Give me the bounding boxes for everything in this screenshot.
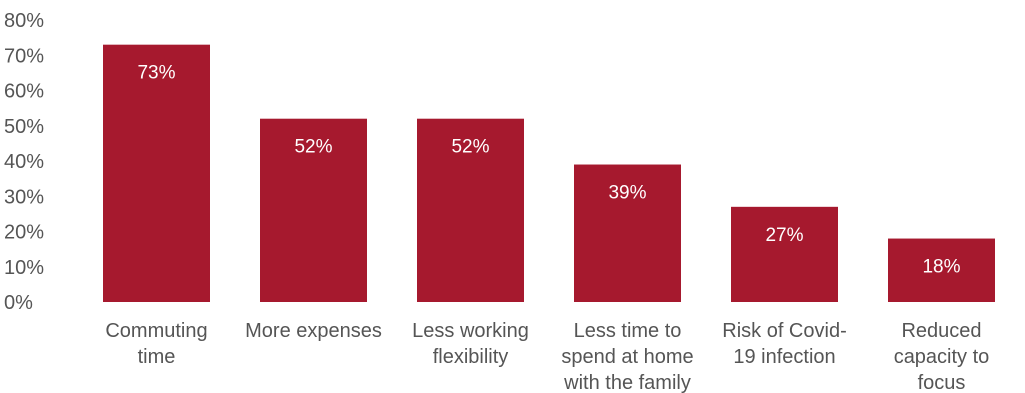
bar	[574, 164, 681, 302]
y-tick-label: 30%	[4, 186, 44, 208]
bar-data-label: 52%	[294, 137, 332, 158]
bar	[417, 118, 524, 302]
y-tick-label: 50%	[4, 116, 44, 138]
x-category-label-line: with the family	[563, 372, 691, 393]
bar	[731, 206, 838, 302]
y-tick-label: 40%	[4, 151, 44, 173]
x-category-label: More expenses	[245, 320, 382, 342]
y-tick-label: 0%	[4, 292, 33, 314]
x-category-label: Commuting time	[105, 320, 207, 368]
x-category-label: Risk of Covid- 19 infection	[722, 320, 846, 368]
x-category-label-line: More expenses	[245, 320, 382, 342]
bar-data-label: 27%	[765, 225, 803, 246]
x-category-label-line: spend at home	[561, 346, 693, 368]
bar	[260, 118, 367, 302]
data-labels: 73% 52% 52% 39% 27% 18%	[137, 63, 960, 278]
bar-data-label: 73%	[137, 63, 175, 84]
y-tick-label: 80%	[4, 10, 44, 32]
x-category-label-line: Reduced	[901, 320, 981, 342]
x-category-label-line: 19 infection	[733, 346, 835, 368]
x-category-label-line: Less working	[412, 320, 529, 342]
bar	[103, 44, 210, 303]
x-category-label-line: capacity to	[894, 346, 990, 368]
bar	[888, 238, 995, 302]
x-category-label: Less time to spend at home with the family	[561, 320, 693, 393]
y-tick-label: 20%	[4, 222, 44, 244]
x-category-label: Reduced capacity to focus	[894, 320, 990, 393]
y-tick-label: 60%	[4, 81, 44, 103]
x-category-label-line: time	[138, 346, 176, 368]
bar-data-label: 18%	[922, 257, 960, 278]
x-category-label-line: Commuting	[105, 320, 207, 342]
x-axis: Commuting time More expenses Less working fl…	[105, 320, 989, 393]
x-category-label-line: Risk of Covid-	[722, 320, 846, 342]
x-category-label-line: focus	[918, 372, 966, 393]
x-category-label-line: flexibility	[433, 346, 509, 368]
bar-data-label: 39%	[608, 183, 646, 204]
bar-data-label: 52%	[451, 137, 489, 158]
y-tick-label: 10%	[4, 257, 44, 279]
x-category-label: Less working flexibility	[412, 320, 529, 368]
bars	[103, 44, 995, 303]
y-tick-label: 70%	[4, 45, 44, 67]
x-category-label-line: Less time to	[574, 320, 682, 342]
y-axis: 0% 10% 20% 30% 40% 50% 60% 70% 80%	[4, 10, 44, 314]
